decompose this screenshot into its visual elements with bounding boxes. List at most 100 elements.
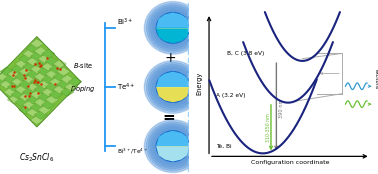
Circle shape xyxy=(156,72,189,102)
Polygon shape xyxy=(26,57,40,66)
Polygon shape xyxy=(23,62,36,71)
Polygon shape xyxy=(34,72,47,81)
Polygon shape xyxy=(38,67,51,76)
Polygon shape xyxy=(34,85,47,94)
Polygon shape xyxy=(34,59,47,68)
Polygon shape xyxy=(23,100,36,109)
Circle shape xyxy=(150,7,195,49)
Polygon shape xyxy=(45,95,59,104)
Text: Energy: Energy xyxy=(196,72,202,95)
Circle shape xyxy=(148,124,198,169)
Polygon shape xyxy=(60,75,74,84)
Text: Bi$^{3+}$/Te$^{4+}$: Bi$^{3+}$/Te$^{4+}$ xyxy=(116,147,148,156)
Polygon shape xyxy=(0,37,81,127)
Polygon shape xyxy=(156,72,189,87)
Polygon shape xyxy=(30,90,43,99)
Circle shape xyxy=(150,125,195,167)
Polygon shape xyxy=(42,100,55,109)
Polygon shape xyxy=(34,110,47,120)
Polygon shape xyxy=(26,82,40,91)
Polygon shape xyxy=(11,90,25,99)
Polygon shape xyxy=(64,82,78,91)
Polygon shape xyxy=(8,82,21,91)
Polygon shape xyxy=(30,65,43,74)
Polygon shape xyxy=(23,75,36,84)
Polygon shape xyxy=(19,54,32,63)
Polygon shape xyxy=(57,80,70,89)
Polygon shape xyxy=(3,88,17,97)
Polygon shape xyxy=(30,116,43,125)
Polygon shape xyxy=(38,105,51,114)
Polygon shape xyxy=(26,70,40,79)
Polygon shape xyxy=(26,108,40,117)
Polygon shape xyxy=(8,95,21,104)
Polygon shape xyxy=(15,72,28,81)
Text: Configuration coordinate: Configuration coordinate xyxy=(251,160,329,165)
Polygon shape xyxy=(19,93,32,102)
Text: Te$^{4+}$: Te$^{4+}$ xyxy=(116,81,135,93)
Circle shape xyxy=(146,122,200,171)
Polygon shape xyxy=(0,80,13,89)
Text: A (3.2 eV): A (3.2 eV) xyxy=(216,93,246,98)
Polygon shape xyxy=(53,59,67,68)
Polygon shape xyxy=(34,98,47,107)
Polygon shape xyxy=(49,90,62,99)
Polygon shape xyxy=(19,67,32,76)
Polygon shape xyxy=(26,95,40,104)
Polygon shape xyxy=(15,98,28,107)
Polygon shape xyxy=(60,88,74,97)
Polygon shape xyxy=(68,77,82,86)
Polygon shape xyxy=(49,77,62,86)
Text: $\it{Doping}$: $\it{Doping}$ xyxy=(70,84,96,93)
Circle shape xyxy=(146,3,200,52)
Polygon shape xyxy=(53,72,67,81)
Polygon shape xyxy=(156,13,189,28)
Text: +: + xyxy=(164,51,176,65)
Polygon shape xyxy=(23,49,36,58)
Polygon shape xyxy=(156,131,189,146)
Circle shape xyxy=(148,64,198,110)
Circle shape xyxy=(152,9,194,47)
Circle shape xyxy=(152,68,194,106)
Polygon shape xyxy=(30,39,43,48)
Polygon shape xyxy=(0,67,13,76)
Circle shape xyxy=(148,5,198,50)
Polygon shape xyxy=(3,75,17,84)
Polygon shape xyxy=(30,103,43,112)
Circle shape xyxy=(150,66,195,108)
Polygon shape xyxy=(19,105,32,114)
Polygon shape xyxy=(15,85,28,94)
Polygon shape xyxy=(23,88,36,97)
Circle shape xyxy=(144,120,201,172)
Polygon shape xyxy=(53,85,67,94)
Polygon shape xyxy=(57,67,70,76)
Polygon shape xyxy=(30,52,43,61)
Polygon shape xyxy=(26,44,40,53)
Polygon shape xyxy=(42,75,55,84)
Circle shape xyxy=(144,2,201,54)
Text: Bi$^{3+}$: Bi$^{3+}$ xyxy=(116,17,133,28)
Text: 310-350 nm: 310-350 nm xyxy=(266,114,271,143)
Polygon shape xyxy=(15,59,28,68)
Polygon shape xyxy=(30,77,43,86)
Polygon shape xyxy=(42,49,55,58)
Circle shape xyxy=(152,127,194,165)
Polygon shape xyxy=(45,70,59,79)
Circle shape xyxy=(156,131,189,161)
Polygon shape xyxy=(42,62,55,71)
Polygon shape xyxy=(49,65,62,74)
Polygon shape xyxy=(45,82,59,91)
Polygon shape xyxy=(11,77,25,86)
Polygon shape xyxy=(42,88,55,97)
Text: self-trapped
excitons: self-trapped excitons xyxy=(373,64,378,94)
Polygon shape xyxy=(0,72,9,81)
Polygon shape xyxy=(38,93,51,102)
Text: 390 nm: 390 nm xyxy=(279,99,284,118)
Polygon shape xyxy=(0,77,6,86)
Polygon shape xyxy=(8,70,21,79)
Polygon shape xyxy=(19,80,32,89)
Polygon shape xyxy=(156,87,189,102)
Polygon shape xyxy=(45,57,59,66)
Text: Te, Bi: Te, Bi xyxy=(216,143,232,148)
Circle shape xyxy=(144,61,201,113)
